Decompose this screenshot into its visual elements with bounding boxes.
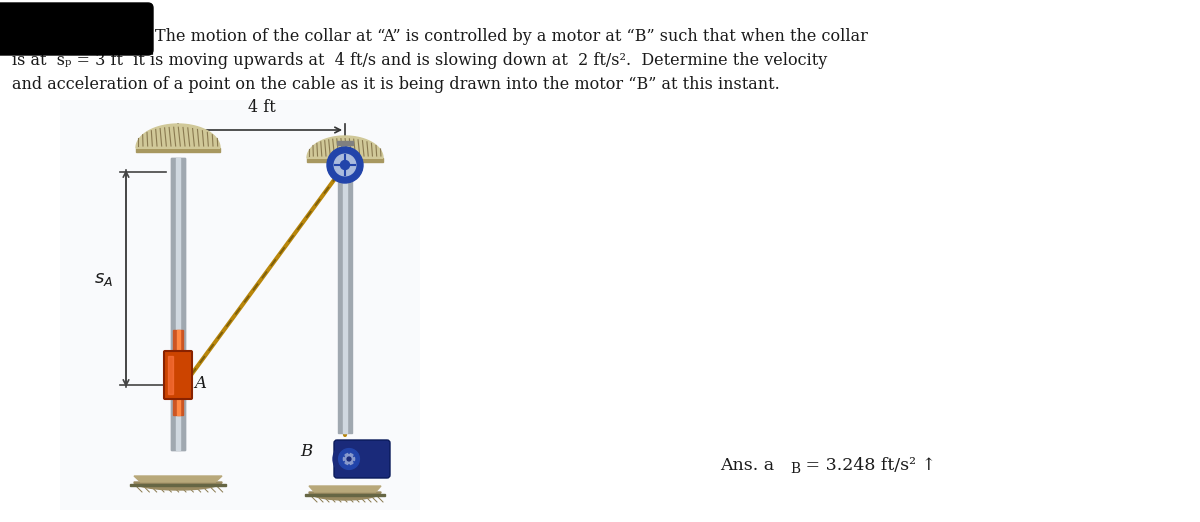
Circle shape — [341, 160, 349, 170]
Circle shape — [326, 147, 364, 183]
Text: 4 ft: 4 ft — [247, 99, 275, 116]
Text: B: B — [301, 443, 313, 459]
Text: and acceleration of a point on the cable as it is being drawn into the motor “B”: and acceleration of a point on the cable… — [12, 76, 780, 93]
Polygon shape — [176, 158, 180, 450]
Polygon shape — [60, 100, 420, 510]
Polygon shape — [134, 476, 222, 482]
Polygon shape — [0, 8, 148, 50]
Polygon shape — [337, 141, 353, 145]
Text: = 3.248 ft/s² ↑: = 3.248 ft/s² ↑ — [800, 457, 936, 473]
Polygon shape — [136, 124, 220, 148]
Circle shape — [343, 454, 355, 465]
Text: B: B — [790, 462, 800, 476]
Polygon shape — [168, 356, 173, 394]
Polygon shape — [173, 330, 182, 415]
FancyBboxPatch shape — [0, 3, 154, 55]
Polygon shape — [130, 484, 226, 486]
Polygon shape — [134, 482, 222, 490]
Text: A: A — [194, 374, 206, 392]
Polygon shape — [343, 168, 347, 433]
Text: The motion of the collar at “A” is controlled by a motor at “B” such that when t: The motion of the collar at “A” is contr… — [155, 28, 868, 45]
FancyBboxPatch shape — [334, 440, 390, 478]
Polygon shape — [338, 168, 352, 433]
Polygon shape — [307, 158, 383, 162]
Text: is at  sₚ = 3 ft  it is moving upwards at  4 ft/s and is slowing down at  2 ft/s: is at sₚ = 3 ft it is moving upwards at … — [12, 52, 827, 69]
Polygon shape — [307, 136, 383, 158]
Polygon shape — [176, 330, 180, 415]
Polygon shape — [172, 158, 185, 450]
Polygon shape — [136, 148, 220, 152]
Circle shape — [334, 154, 356, 176]
Text: Ans. a: Ans. a — [720, 457, 774, 473]
Polygon shape — [310, 492, 382, 500]
Circle shape — [334, 443, 365, 475]
Text: $s_A$: $s_A$ — [95, 269, 114, 288]
Circle shape — [347, 457, 350, 461]
FancyBboxPatch shape — [164, 351, 192, 399]
Polygon shape — [310, 486, 382, 492]
Polygon shape — [172, 158, 185, 450]
Circle shape — [338, 448, 360, 469]
Polygon shape — [305, 494, 385, 496]
